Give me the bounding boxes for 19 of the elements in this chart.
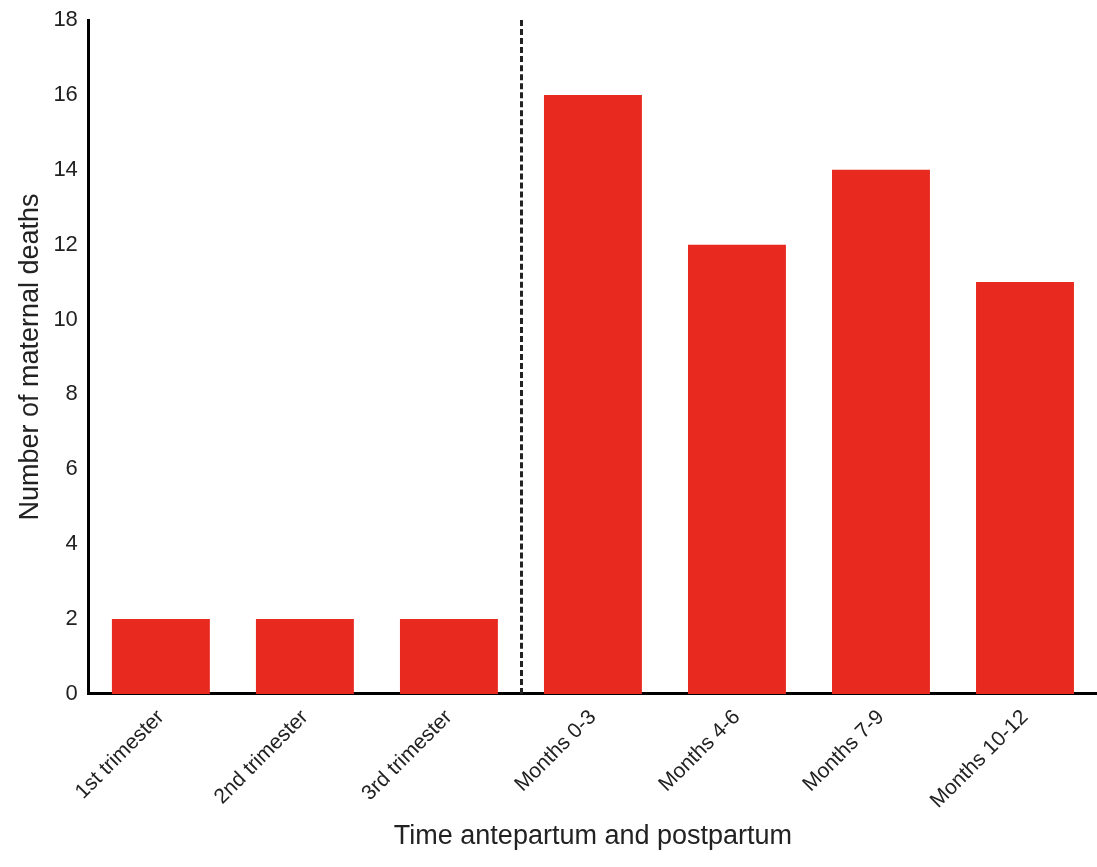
bar [976, 282, 1074, 694]
bar [399, 619, 498, 694]
y-tick-label: 18 [53, 6, 78, 32]
y-tick-label: 2 [65, 605, 78, 631]
bar [111, 619, 210, 694]
x-axis-title: Time antepartum and postpartum [393, 820, 793, 851]
y-tick-label: 14 [53, 155, 78, 181]
bar [255, 619, 354, 694]
y-tick-label: 6 [65, 455, 78, 481]
y-tick-label: 4 [65, 530, 78, 556]
y-tick-label: 16 [53, 80, 78, 106]
bar [687, 244, 786, 694]
bar [832, 169, 930, 694]
y-tick-label: 0 [65, 680, 78, 706]
y-tick-label: 10 [53, 305, 78, 331]
y-axis-title: Number of maternal deaths [13, 193, 44, 521]
y-tick-label: 8 [65, 380, 78, 406]
y-tick-label: 12 [53, 230, 78, 256]
bar [543, 94, 642, 694]
